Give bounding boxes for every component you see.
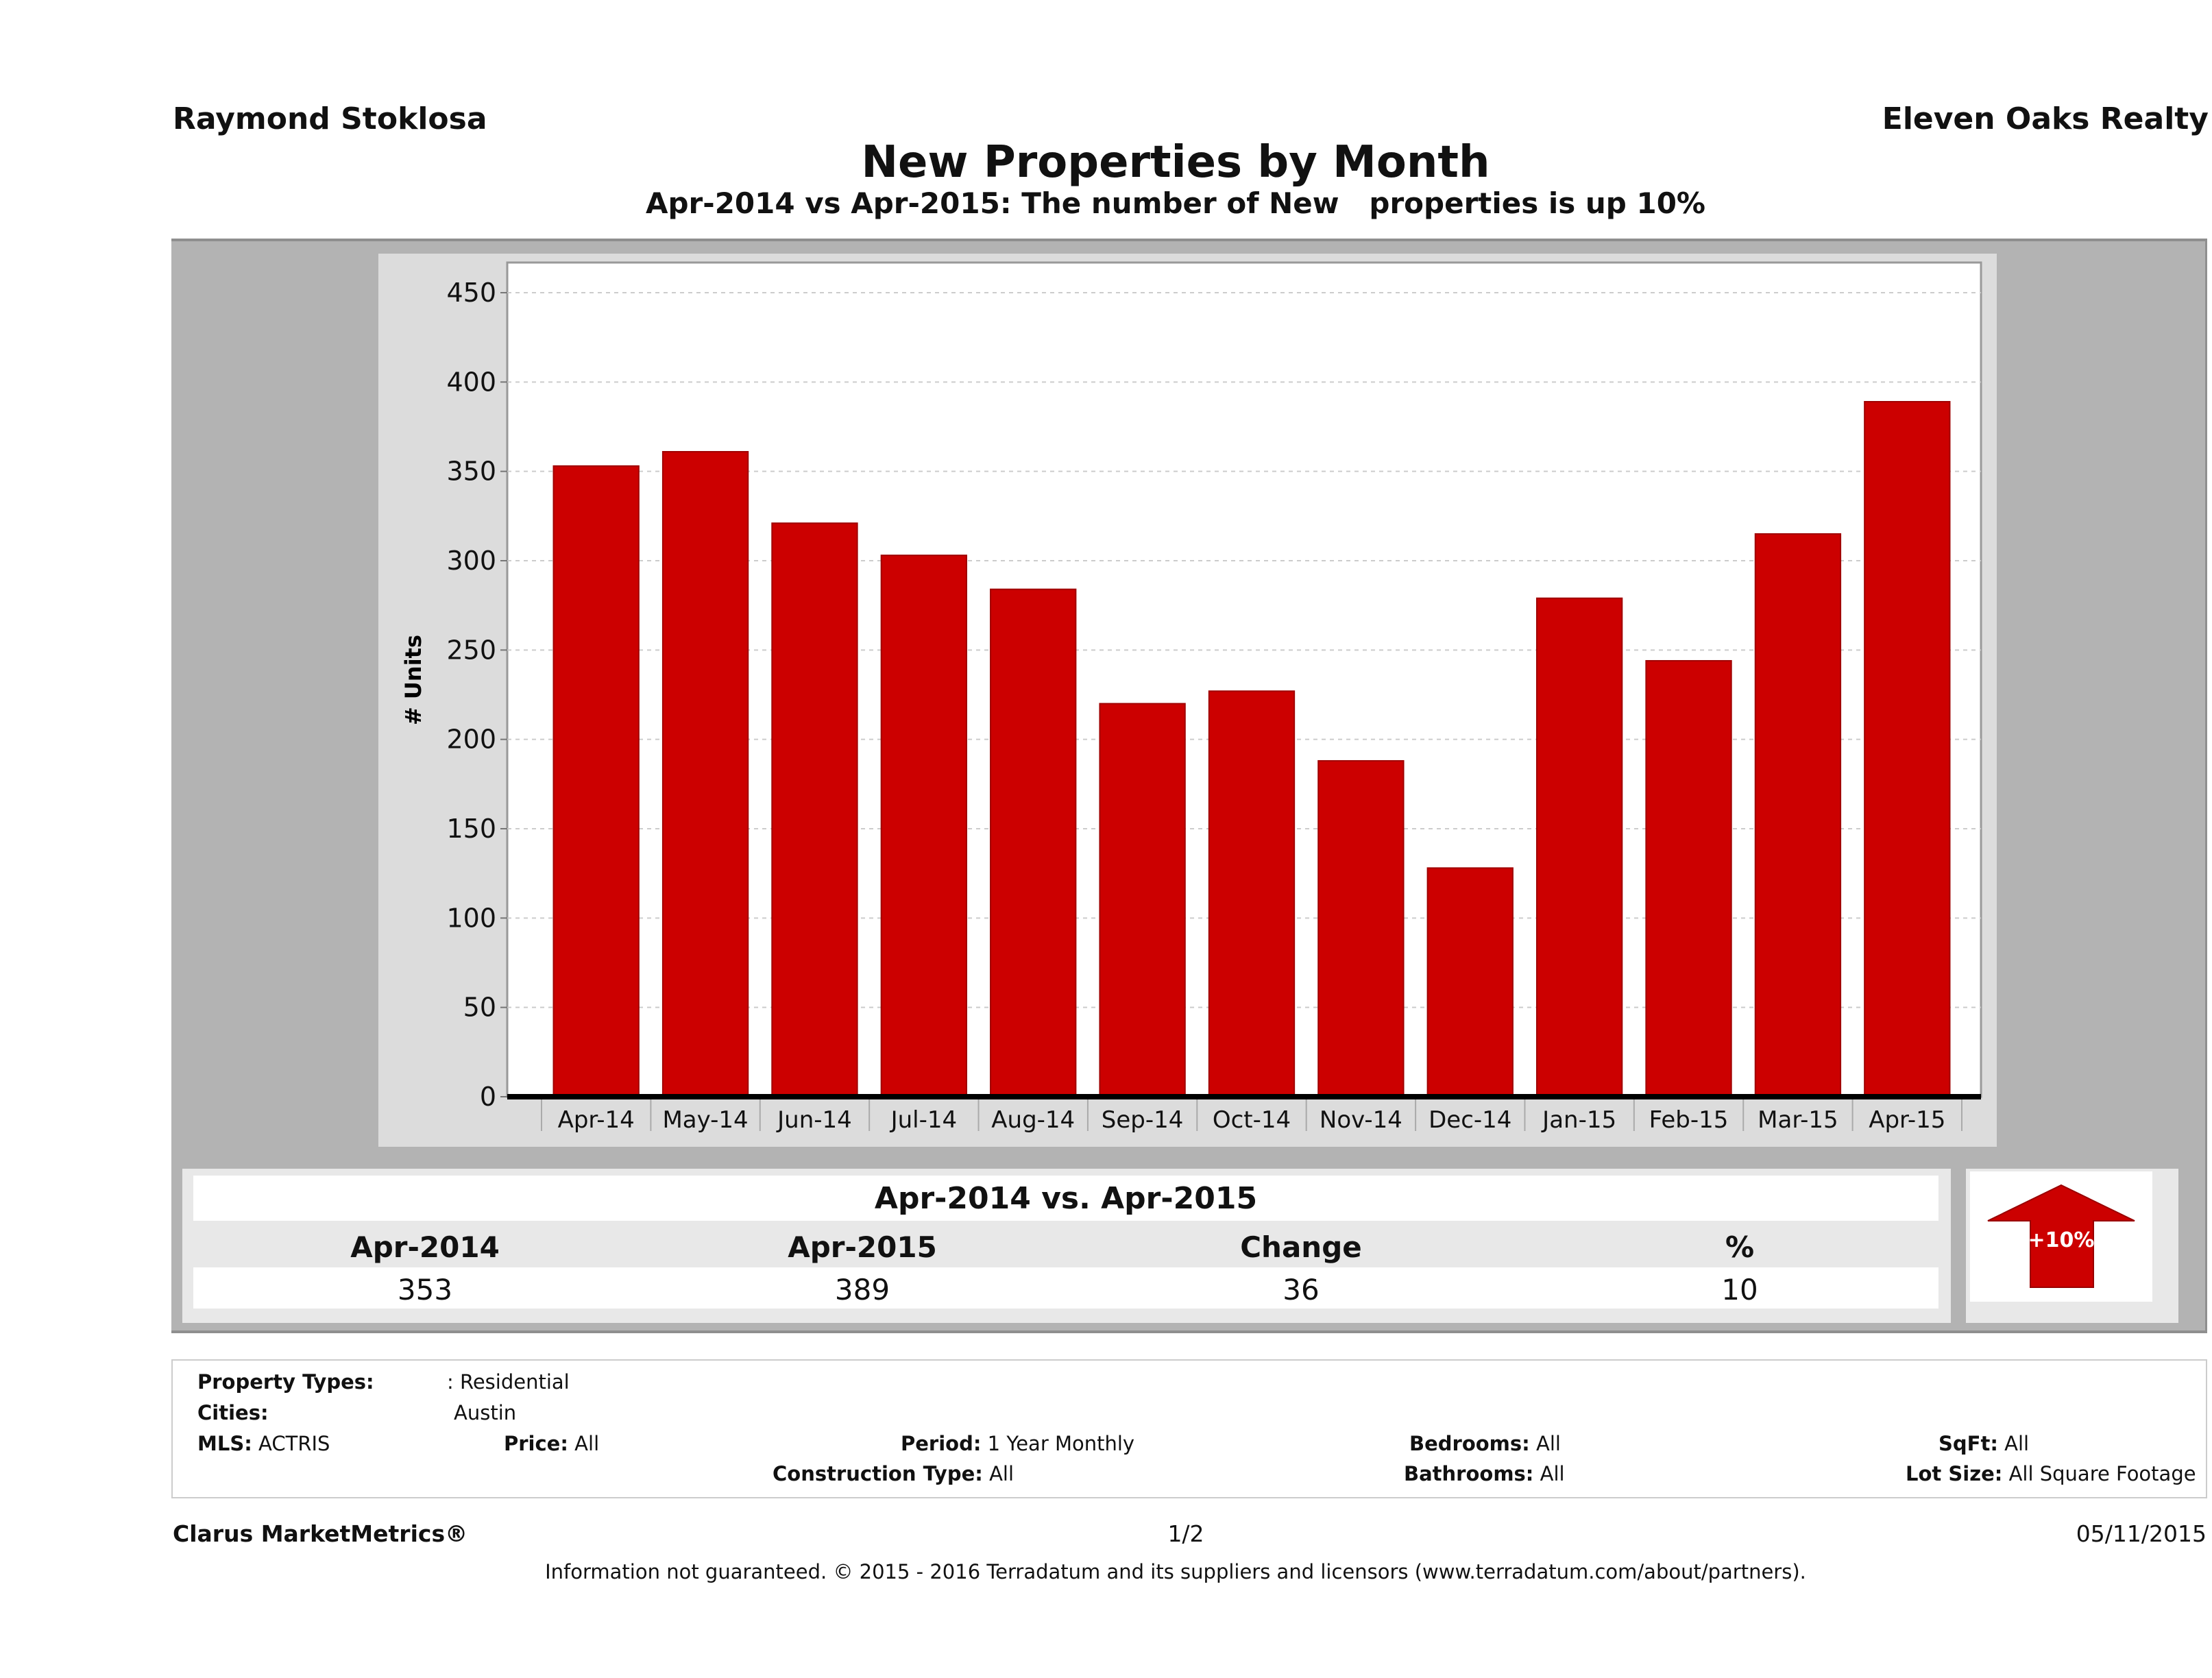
x-axis-ticks: Apr-14 May-14 Jun-14 Jul-14 Aug-14 Sep-14 Oct-… [541, 1099, 1962, 1134]
bar-aug-14 [990, 588, 1077, 1097]
x-tick-label: Jan-15 [1541, 1106, 1616, 1134]
x-tick-label: Mar-15 [1758, 1106, 1838, 1134]
filter-label: Period: [901, 1432, 982, 1455]
summary-table: Apr-2014 vs. Apr-2015 Apr-2014 Apr-2015 … [182, 1169, 1951, 1323]
filter-label: Property Types: [197, 1370, 374, 1394]
brokerage-name: Eleven Oaks Realty [1882, 101, 2209, 136]
filter-label: Bathrooms: [1404, 1462, 1534, 1485]
filter-value: Austin [454, 1401, 517, 1424]
x-tick-label: Apr-14 [558, 1106, 635, 1134]
col-header: Change [1240, 1230, 1362, 1264]
up-arrow-icon: +10% [1987, 1184, 2135, 1288]
page-number: 1/2 [1167, 1520, 1204, 1547]
chart-subtitle: Apr-2014 vs Apr-2015: The number of New … [645, 186, 1706, 220]
agent-name: Raymond Stoklosa [173, 101, 487, 136]
product-name: Clarus MarketMetrics® [173, 1520, 468, 1547]
filter-label: Lot Size: [1906, 1462, 2003, 1485]
bar-sep-14 [1099, 703, 1186, 1097]
y-tick-label: 250 [446, 635, 496, 665]
filter-value: All [2004, 1432, 2030, 1455]
x-tick-label: Apr-15 [1869, 1106, 1945, 1134]
y-axis-label: # Units [400, 635, 426, 725]
x-tick-label: Feb-15 [1649, 1106, 1729, 1134]
filter-label: Construction Type: [773, 1462, 983, 1485]
bar-jul-14 [880, 555, 968, 1097]
filter-label: MLS: [197, 1432, 252, 1455]
summary-value: 389 [834, 1273, 890, 1306]
summary-heading-row: Apr-2014 vs. Apr-2015 [193, 1176, 1938, 1221]
chart-card: 0 50 100 150 200 250 300 350 400 450 Apr-14 May-14… [378, 254, 1997, 1147]
filter-value: All Square Footage [2008, 1462, 2196, 1485]
col-header: Apr-2014 [350, 1230, 500, 1264]
filters-panel: Property Types: : Residential Cities: Au… [171, 1359, 2207, 1498]
y-axis-ticks: 0 50 100 150 200 250 300 350 400 450 [446, 278, 507, 1112]
col-header: % [1725, 1230, 1755, 1264]
bar-jun-14 [771, 522, 858, 1097]
filter-value: All [1535, 1432, 1561, 1455]
y-tick-label: 50 [463, 993, 496, 1023]
bar-mar-15 [1754, 533, 1842, 1097]
chart-title: New Properties by Month [861, 137, 1490, 188]
filter-label: Bedrooms: [1409, 1432, 1530, 1455]
col-header: Apr-2015 [788, 1230, 937, 1264]
bar-jan-15 [1535, 597, 1623, 1097]
y-tick-label: 300 [446, 546, 496, 576]
filter-value: All [574, 1432, 600, 1455]
y-tick-label: 400 [446, 367, 496, 397]
disclaimer: Information not guaranteed. © 2015 - 201… [545, 1560, 1806, 1583]
y-tick-label: 150 [446, 814, 496, 844]
y-tick-label: 100 [446, 903, 496, 933]
x-tick-label: Dec-14 [1429, 1106, 1511, 1134]
filter-label: SqFt: [1938, 1432, 1998, 1455]
gridlines [507, 292, 1981, 1008]
x-tick-label: Jun-14 [776, 1106, 852, 1134]
bars [552, 401, 1951, 1098]
bar-feb-15 [1645, 659, 1732, 1097]
bar-oct-14 [1208, 690, 1296, 1097]
summary-value: 353 [397, 1273, 453, 1306]
filter-value: All [1540, 1462, 1565, 1485]
x-tick-label: May-14 [662, 1106, 748, 1134]
bar-nov-14 [1317, 759, 1405, 1097]
x-tick-label: Aug-14 [991, 1106, 1075, 1134]
filter-label: Price: [504, 1432, 568, 1455]
change-badge-text: +10% [2028, 1228, 2095, 1252]
filter-label: Cities: [197, 1401, 269, 1424]
y-tick-label: 200 [446, 725, 496, 755]
filter-value: All [989, 1462, 1014, 1485]
summary-value-row: 353 389 36 10 [193, 1267, 1938, 1309]
filter-value: ACTRIS [258, 1432, 330, 1455]
bar-apr-14 [552, 465, 640, 1097]
summary-value: 36 [1283, 1273, 1320, 1306]
y-tick-label: 350 [446, 457, 496, 487]
x-tick-label: Sep-14 [1102, 1106, 1184, 1134]
report-date: 05/11/2015 [2076, 1520, 2207, 1547]
summary-header-row: Apr-2014 Apr-2015 Change % [193, 1224, 1938, 1265]
x-tick-label: Jul-14 [890, 1106, 958, 1134]
y-tick-label: 0 [480, 1082, 496, 1112]
change-badge-box: +10% [1966, 1169, 2178, 1323]
y-tick-label: 450 [446, 278, 496, 308]
bar-apr-15 [1864, 401, 1951, 1098]
bar-chart: 0 50 100 150 200 250 300 350 400 450 Apr-14 May-14… [400, 261, 1982, 1134]
summary-value: 10 [1721, 1273, 1758, 1306]
summary-heading: Apr-2014 vs. Apr-2015 [874, 1181, 1258, 1216]
filter-value: : Residential [447, 1370, 570, 1394]
x-tick-label: Nov-14 [1320, 1106, 1402, 1134]
bar-may-14 [661, 450, 749, 1097]
x-tick-label: Oct-14 [1213, 1106, 1291, 1134]
bar-dec-14 [1426, 867, 1514, 1097]
filter-value: 1 Year Monthly [987, 1432, 1135, 1455]
